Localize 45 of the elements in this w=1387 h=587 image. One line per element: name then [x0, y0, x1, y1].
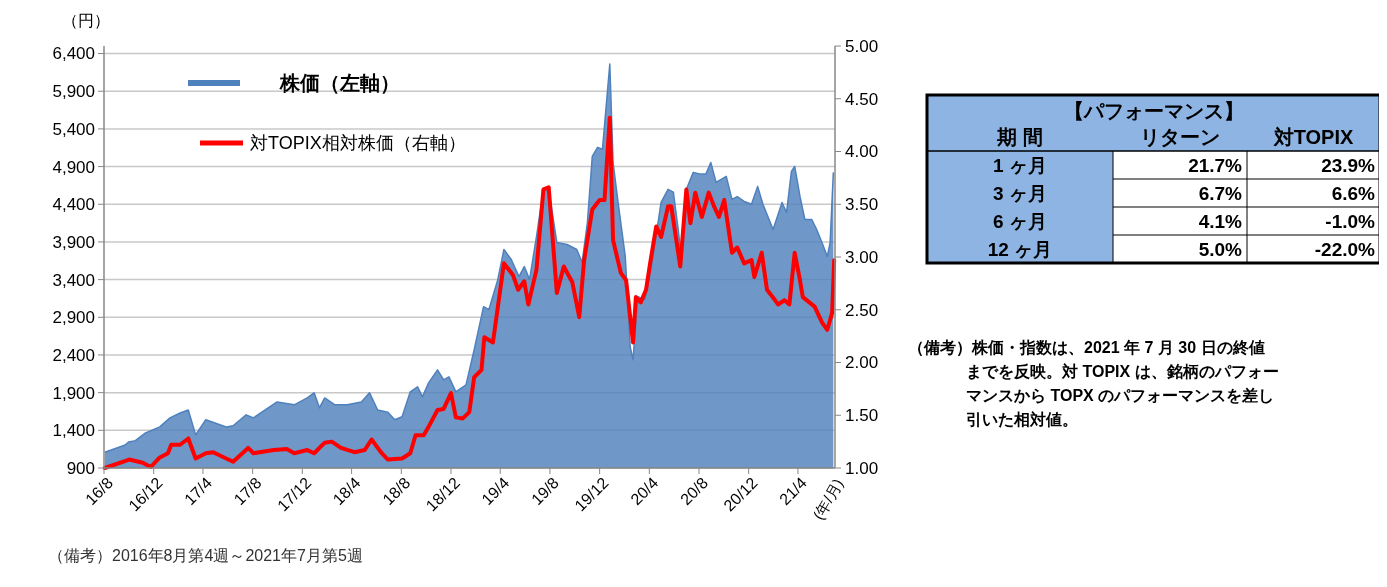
- text: （備考）2016年8月第4週～2021年7月第5週: [48, 547, 363, 564]
- text: 5.0%: [1198, 238, 1242, 260]
- y-tick-label: 1,900: [52, 383, 95, 403]
- y2-tick-label: 2.50: [845, 300, 879, 320]
- x-tick-label: 18/8: [379, 473, 414, 509]
- x-tick-label: 19/8: [527, 473, 563, 509]
- text: 【パフォーマンス】: [1063, 100, 1244, 122]
- y-tick-label: 2,900: [52, 308, 95, 328]
- y-tick-label: 4,400: [52, 195, 95, 215]
- y-tick-label: 5,400: [52, 119, 95, 139]
- category-label: 6 ヶ月: [993, 210, 1047, 232]
- text: 4.1%: [1198, 210, 1242, 232]
- y2-tick-label: 4.50: [845, 89, 879, 109]
- y2-tick-label: 1.50: [845, 406, 879, 426]
- y2-tick-label: 4.00: [845, 142, 879, 162]
- y2-tick-label: 1.00: [845, 458, 879, 478]
- y2-tick-label: 3.00: [845, 247, 879, 267]
- legend-label: 対TOPIX相対株価（右軸）: [250, 133, 466, 154]
- category-label: 1 ヶ月: [993, 154, 1047, 176]
- y-tick-label: 3,400: [52, 270, 95, 290]
- y2-tick-label: 5.00: [845, 36, 879, 56]
- y2-tick-label: 2.00: [845, 353, 879, 373]
- category-label: 3 ヶ月: [993, 182, 1047, 204]
- text: -1.0%: [1325, 210, 1375, 232]
- y-axis-title: （円）: [62, 12, 110, 29]
- text: 6.7%: [1198, 182, 1242, 204]
- x-axis-title: (年/月): [809, 475, 847, 523]
- text: 21.7%: [1188, 154, 1242, 176]
- y-tick-label: 1,400: [52, 421, 95, 441]
- y-tick-label: 5,900: [52, 82, 95, 102]
- text: 6.6%: [1331, 182, 1375, 204]
- category-label: 対TOPIX: [1272, 126, 1354, 148]
- category-label: リターン: [1140, 126, 1220, 148]
- category-label: 12 ヶ月: [987, 238, 1053, 260]
- text: -22.0%: [1314, 238, 1375, 260]
- y2-tick-label: 3.50: [845, 195, 879, 215]
- legend-label: 株価（左軸）: [279, 72, 400, 94]
- text: （備考）株価・指数は、2021 年 7 月 30 日の終値までを反映。対 TOPIX は、銘柄のパフォーマンスから TOPX のパフォーマンスを差し引いた相対値。: [908, 339, 1279, 428]
- y-tick-label: 6,400: [52, 44, 95, 64]
- x-tick-label: 17/8: [230, 473, 265, 509]
- y-tick-label: 4,900: [52, 157, 95, 177]
- text: 23.9%: [1321, 154, 1375, 176]
- y-tick-label: 2,400: [52, 345, 95, 365]
- y-tick-label: 3,900: [52, 232, 95, 252]
- text: 期 間: [996, 126, 1043, 148]
